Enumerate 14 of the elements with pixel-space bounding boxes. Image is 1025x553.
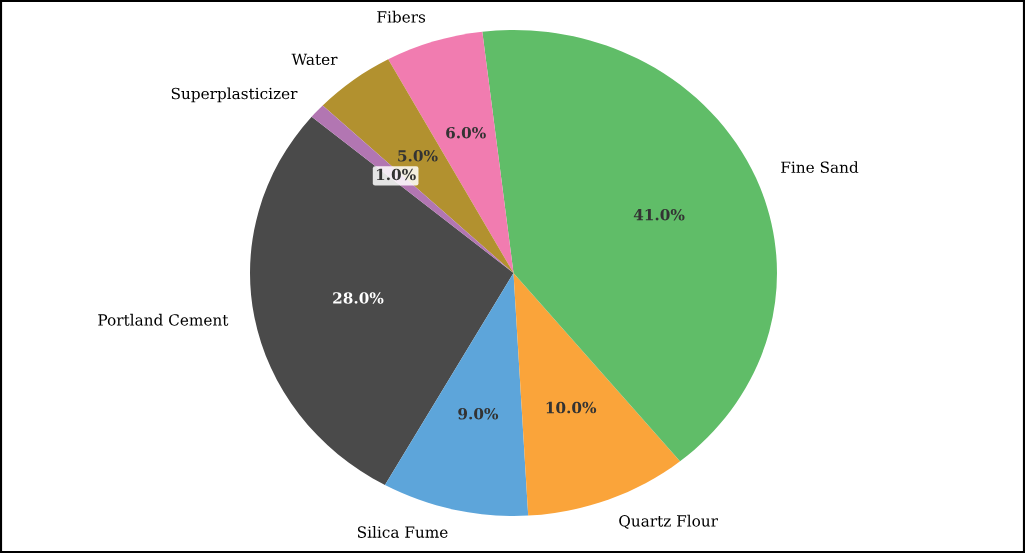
data-label: 1.0% [376, 168, 416, 181]
data-label: 41.0% [633, 208, 685, 221]
slice-label: Silica Fume [357, 526, 448, 538]
slice-label: Fine Sand [781, 161, 859, 173]
data-label: 10.0% [546, 401, 597, 414]
slice-label: Superplasticizer [171, 87, 298, 103]
slice-label: Quartz Flour [619, 514, 718, 529]
data-label: 28.0% [333, 292, 384, 304]
data-label: 6.0% [446, 126, 486, 139]
slice-label: Water [291, 53, 338, 66]
slice-label: Fibers [377, 10, 426, 23]
data-label: 5.0% [398, 150, 438, 162]
slice-label: Portland Cement [98, 313, 229, 326]
data-label: 9.0% [458, 407, 499, 420]
